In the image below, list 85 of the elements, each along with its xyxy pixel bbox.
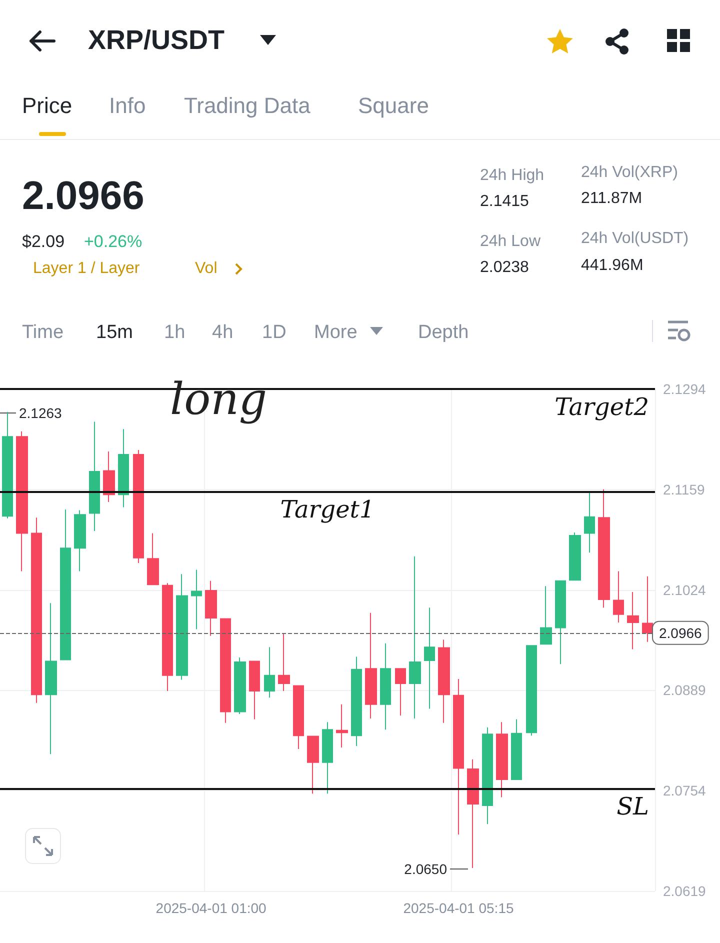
y-tick-label: 2.0619 [663, 883, 706, 899]
text: Depth [418, 322, 469, 343]
candlestick [2, 412, 13, 519]
text: 211.87M [581, 190, 642, 207]
candlestick [409, 556, 421, 719]
annotation: 2.1263 [19, 405, 62, 421]
candlestick [526, 645, 537, 736]
candlestick [118, 428, 129, 508]
text: 24h Vol(XRP) [581, 164, 678, 181]
ref-line-label: Target2 [554, 393, 649, 421]
candlestick [613, 570, 624, 624]
y-tick-label: 2.1159 [663, 481, 705, 498]
candlestick [220, 618, 231, 724]
text: +0.26% [84, 232, 142, 251]
candlestick [103, 450, 115, 503]
candlestick [31, 517, 42, 704]
candlestick [584, 491, 595, 554]
candlestick [395, 668, 406, 716]
text: More [314, 322, 358, 343]
candlestick [249, 660, 260, 720]
candlestick [365, 612, 377, 719]
chart-title: XRP/USDT [88, 25, 225, 55]
candlestick [89, 421, 100, 532]
candlestick [176, 574, 188, 680]
candlestick [191, 569, 202, 630]
candlestick [74, 510, 86, 572]
y-tick-label: 2.1024 [663, 582, 706, 598]
text: 24h High [480, 167, 544, 184]
text: 2.0966 [22, 174, 144, 218]
candlestick [322, 722, 333, 794]
ref-line-label: 2.0966 [659, 624, 702, 641]
candlestick [627, 592, 639, 650]
text: Trading Data [184, 93, 310, 118]
text: Info [109, 93, 146, 118]
candlestick [569, 532, 581, 581]
text: $2.09 [22, 232, 65, 251]
annotation: long [170, 374, 268, 425]
text: 441.96M [581, 257, 644, 274]
candlestick [278, 633, 290, 692]
candlestick [482, 726, 493, 825]
annotation: 2.0650 [404, 861, 448, 877]
candlestick [147, 532, 159, 586]
candlestick [453, 678, 464, 835]
candlestick [234, 656, 246, 714]
text: Square [358, 93, 429, 118]
candlestick [351, 656, 362, 746]
candlestick [264, 646, 275, 698]
candlestick [133, 449, 144, 564]
y-tick-label: 2.1294 [663, 381, 706, 397]
candlestick [540, 586, 552, 645]
text: 4h [212, 322, 234, 343]
text: 2.1415 [480, 193, 529, 210]
candlestick [496, 722, 508, 798]
candlestick [16, 430, 28, 572]
y-tick-label: 2.0889 [663, 682, 706, 698]
text: 24h Low [480, 233, 540, 250]
text: Time [22, 322, 64, 343]
candlestick [380, 642, 391, 730]
text: Vol [195, 260, 218, 277]
y-tick-label: 2.0754 [663, 782, 706, 799]
candlestick [438, 639, 450, 724]
candlestick [642, 576, 653, 642]
candlestick [336, 704, 348, 748]
candlestick [45, 602, 57, 755]
text: 24h Vol(USDT) [581, 230, 689, 247]
ref-line-label: SL [616, 792, 649, 820]
candlestick [555, 580, 566, 665]
candlestick [467, 758, 479, 868]
candlestick [162, 582, 173, 692]
text: 15m [96, 322, 133, 343]
text: 1h [164, 322, 186, 343]
candlestick [424, 607, 435, 710]
ref-line-label: Target1 [280, 496, 375, 524]
candlestick [60, 508, 71, 660]
candlestick [293, 685, 304, 750]
x-tick-label: 2025-04-01 05:15 [403, 900, 514, 916]
x-tick-label: 2025-04-01 01:00 [156, 900, 267, 916]
candlestick [511, 718, 522, 780]
text: 2.0238 [480, 259, 529, 276]
candlestick [598, 488, 610, 608]
candlestick [307, 736, 319, 794]
text: 1D [262, 322, 286, 343]
text: Layer 1 / Layer [33, 260, 140, 277]
text: Price [22, 93, 72, 118]
candlestick [205, 580, 217, 636]
